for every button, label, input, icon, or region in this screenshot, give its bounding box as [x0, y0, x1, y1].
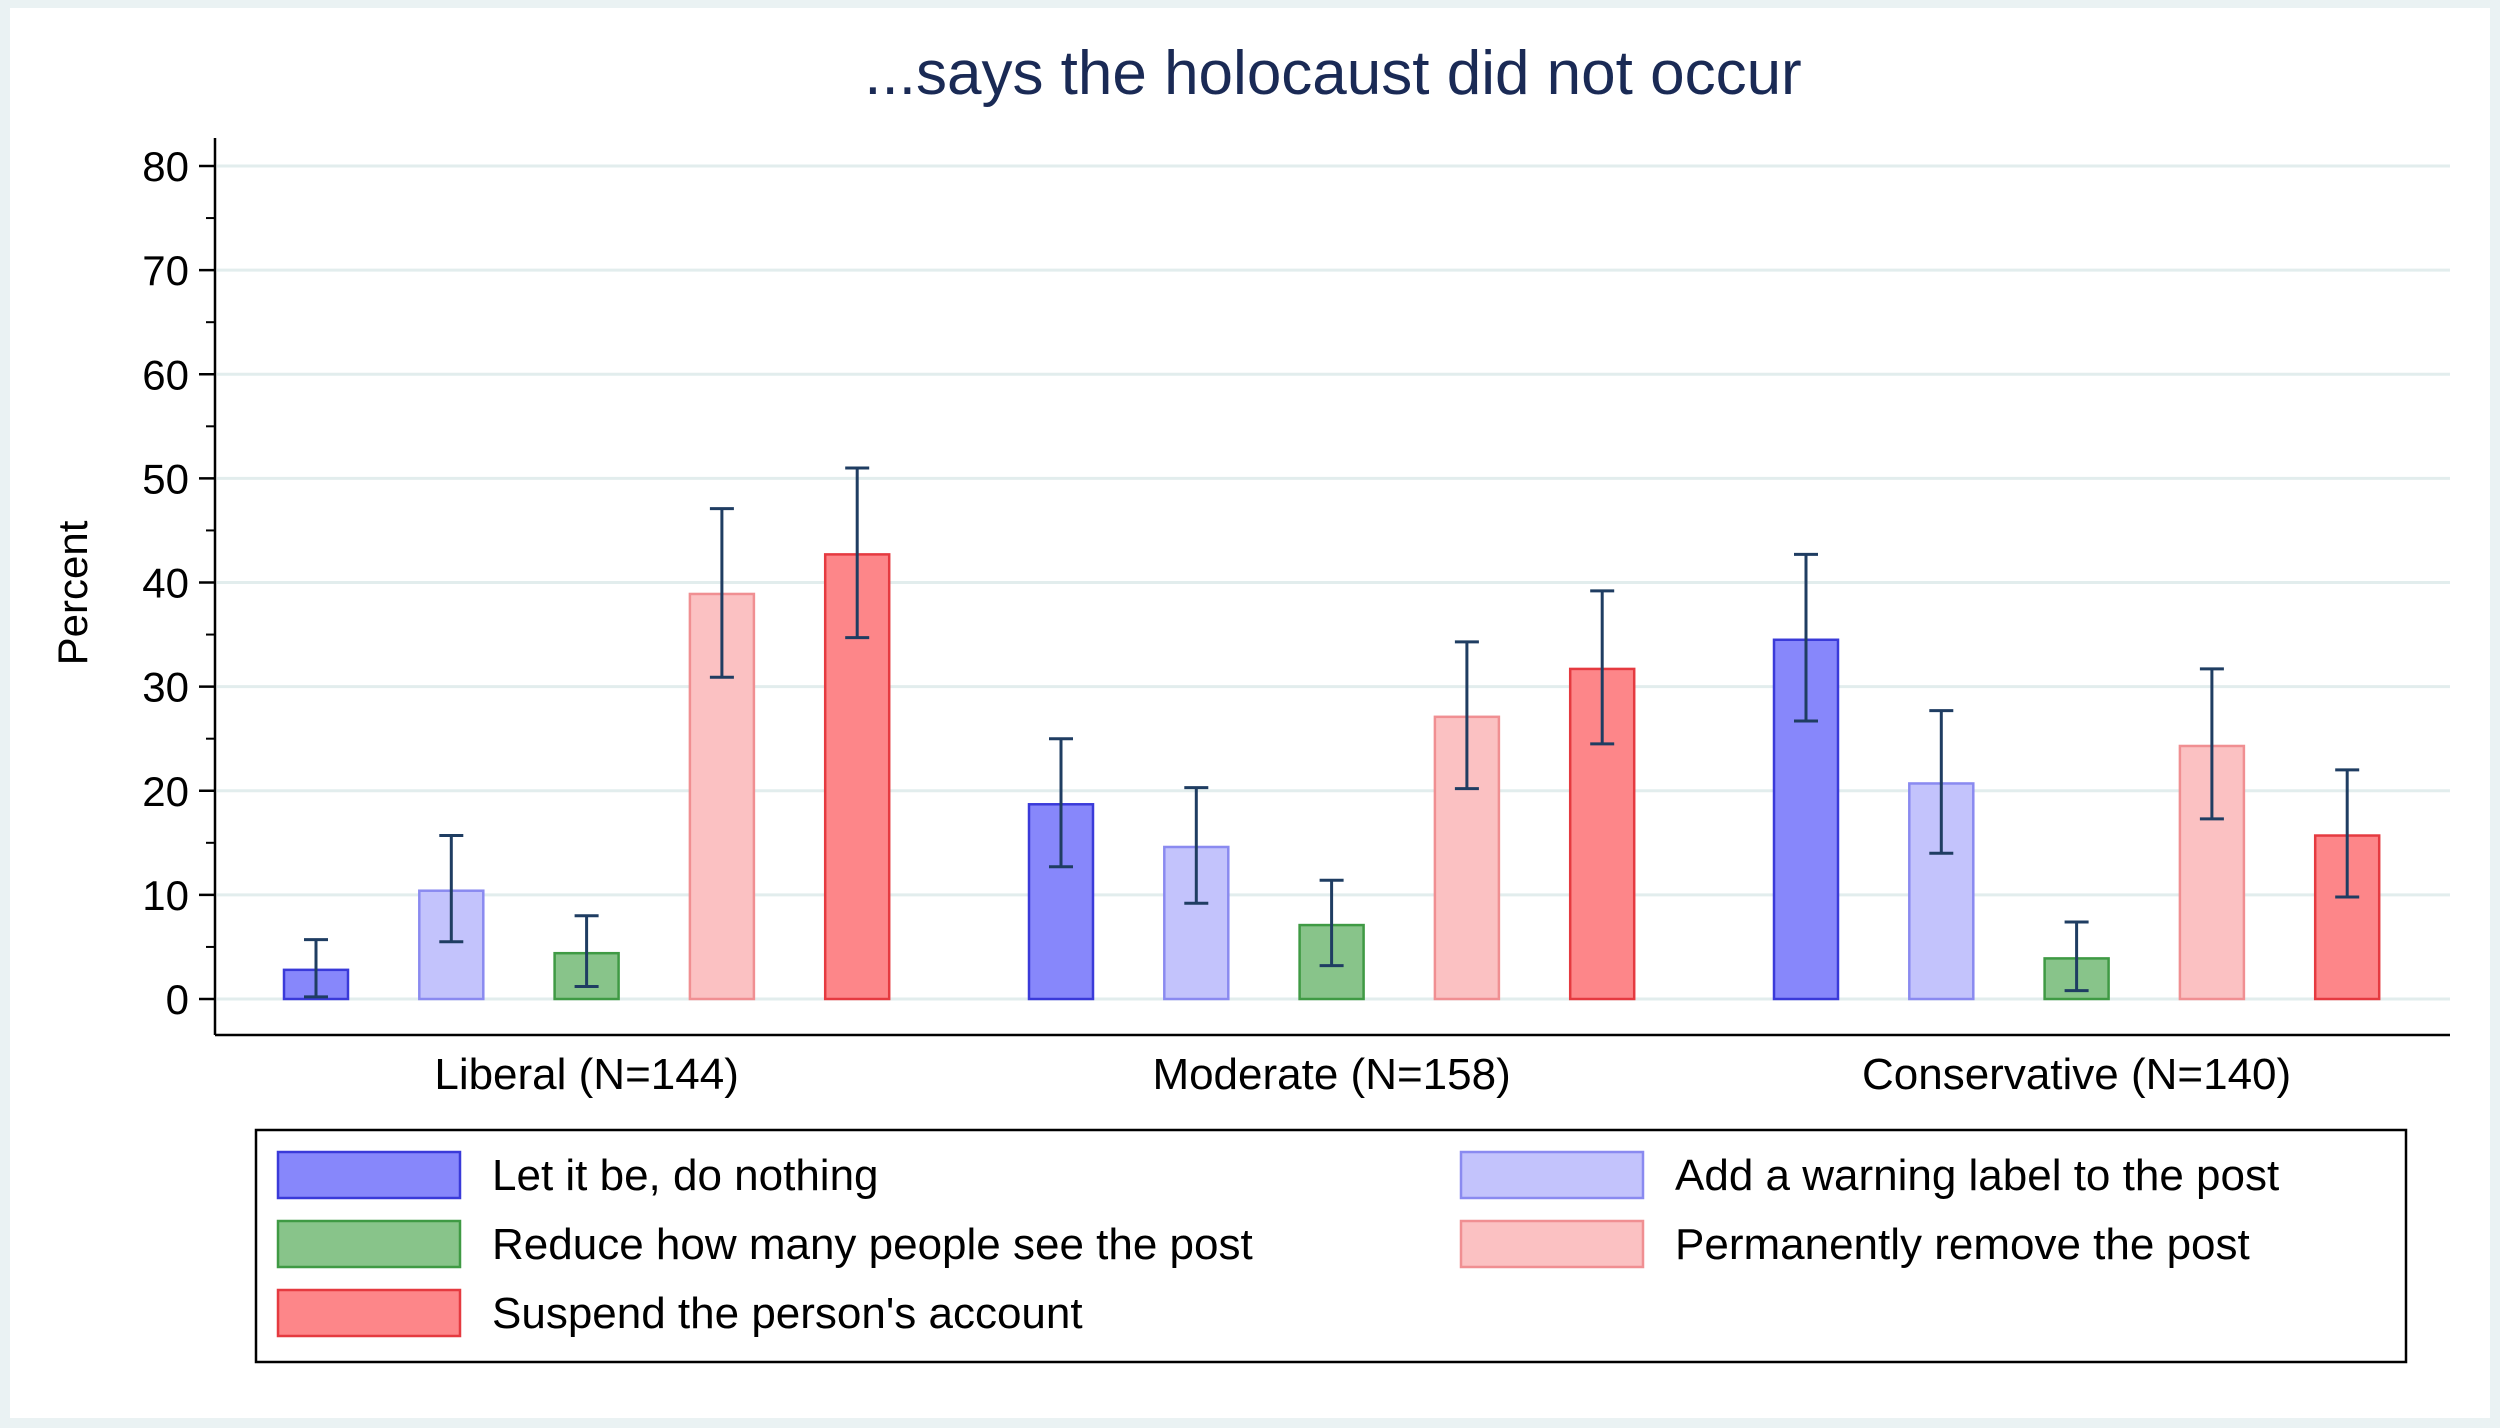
y-tick-label: 40: [142, 560, 189, 607]
x-tick-labels: Liberal (N=144) Moderate (N=158) Conservat…: [434, 1050, 2291, 1099]
y-tick-label: 60: [142, 351, 189, 398]
legend-label: Suspend the person's account: [492, 1289, 1083, 1338]
x-tick-label: Conservative (N=140): [1862, 1050, 2291, 1099]
x-tick-label: Liberal (N=144): [434, 1050, 739, 1099]
y-tick-label: 20: [142, 768, 189, 815]
legend-swatch: [276, 1219, 462, 1269]
legend-box: [254, 1128, 2408, 1364]
legend-label: Add a warning label to the post: [1675, 1151, 2279, 1200]
legend-swatch: [1459, 1150, 1645, 1200]
bar: [1027, 803, 1095, 1001]
y-tick-label: 50: [142, 455, 189, 502]
bar-chart: ...says the holocaust did not occur Perc…: [49, 39, 2450, 1364]
legend-swatch: [276, 1288, 462, 1338]
y-tick-label: 70: [142, 247, 189, 294]
legend: Let it be, do nothing Add a warning label…: [254, 1128, 2408, 1364]
gridlines: [217, 164, 2450, 1001]
legend-swatch: [1459, 1219, 1645, 1269]
legend-swatch: [276, 1150, 462, 1200]
x-tick-label: Moderate (N=158): [1152, 1050, 1510, 1099]
axes: [199, 138, 2450, 1037]
y-tick-label: 80: [142, 143, 189, 190]
chart-frame: ...says the holocaust did not occur Perc…: [10, 8, 2490, 1418]
y-tick-labels: 0 10 20 30 40 50 60 70 80: [142, 143, 189, 1023]
error-bars: [304, 466, 2360, 999]
bar: [1908, 782, 1975, 1001]
legend-label: Let it be, do nothing: [492, 1151, 879, 1200]
y-tick-label: 10: [142, 872, 189, 919]
legend-label: Permanently remove the post: [1675, 1220, 2250, 1269]
legend-label: Reduce how many people see the post: [492, 1220, 1253, 1269]
y-tick-label: 0: [166, 976, 189, 1023]
y-tick-label: 30: [142, 664, 189, 711]
y-axis-label: Percent: [49, 520, 96, 665]
chart-title: ...says the holocaust did not occur: [864, 39, 1801, 108]
